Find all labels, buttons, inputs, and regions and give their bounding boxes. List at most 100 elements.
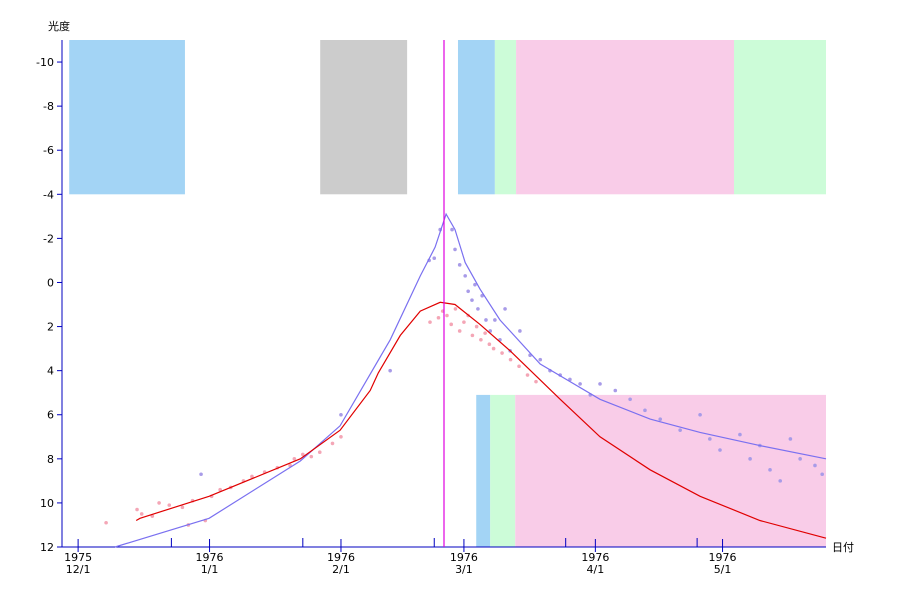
x-tick-label-line: 1976 [709,551,737,564]
observation-point [613,388,618,393]
x-tick-label-line: 1976 [327,551,355,564]
x-axis-label: 日付 [832,541,854,554]
observation-point [388,368,392,373]
observation-point [453,307,458,311]
observation-point [628,397,632,402]
observation-point [470,298,474,302]
x-tick-label: 1976 2/1 [327,551,355,576]
observation-point [798,457,802,461]
observation-point [578,382,582,386]
observation-point [813,463,817,468]
observation-point [508,357,513,362]
observation-point [708,437,712,441]
band [457,40,495,195]
observation-point [778,479,783,483]
x-tick-label-line: 1976 [450,551,478,564]
x-tick-label: 1976 5/1 [709,551,737,576]
observation-point [135,507,139,512]
observation-point [748,457,752,461]
observation-point [330,441,335,446]
observation-point [317,450,322,455]
observation-point [698,412,702,417]
observation-point [738,432,742,437]
y-tick-label: -4 [43,188,54,201]
observation-point [167,503,172,507]
y-tick-label: 10 [40,497,54,510]
y-tick-label: -10 [36,56,54,69]
observation-point [457,263,462,267]
observation-point [517,364,521,369]
observation-point [180,505,185,510]
band [515,394,826,547]
observation-point [450,227,454,232]
band [320,40,408,195]
x-tick-label-line: 2/1 [332,563,350,576]
observation-point [493,318,497,322]
observation-point [474,324,479,329]
observation-point [473,282,477,287]
observation-point [534,379,538,384]
observation-point [487,342,492,347]
observation-point [678,428,682,432]
observation-point [718,448,722,452]
observation-point [292,457,297,461]
x-tick-label-line: 1976 [196,551,224,564]
observation-point [503,307,507,311]
x-tick-label: 1976 4/1 [581,551,609,576]
band [733,40,826,195]
observation-point [462,320,466,324]
curve [114,212,827,548]
observation-point [309,454,314,459]
observation-point [788,437,793,441]
y-tick-label: -2 [43,232,54,245]
observation-point [643,408,647,413]
observation-point [484,318,488,322]
observation-point [432,256,437,261]
band [516,40,734,195]
observation-point [470,333,475,338]
x-tick-label: 1975 12/1 [64,551,92,576]
observation-point [538,357,543,362]
observation-point [445,313,449,318]
observation-point [339,412,343,417]
observation-point [500,351,504,355]
observation-point [428,320,432,324]
x-tick-label-line: 1976 [581,551,609,564]
x-tick-label: 1976 3/1 [450,551,478,576]
observation-point [301,452,305,457]
observation-point [483,331,487,335]
observation-point [449,322,454,327]
band [490,394,516,547]
y-tick-label: 12 [40,541,54,554]
observation-point [479,337,483,342]
band [476,394,491,547]
observation-point [491,346,496,351]
observation-point [768,468,772,472]
y-tick-label: -6 [43,144,54,157]
observation-point [104,520,108,525]
y-tick-label: -8 [43,100,54,113]
observation-point [339,434,343,439]
observation-point [463,274,467,278]
y-tick-label: 0 [47,276,54,289]
observation-point [598,382,602,386]
observation-point [820,472,824,477]
y-axis-label: 光度 [48,19,70,33]
observation-point [658,417,663,421]
x-tick-label-line: 5/1 [714,563,732,576]
observation-point [453,247,457,252]
observation-point [457,329,462,333]
observation-point [250,474,254,479]
x-tick-label: 1976 1/1 [196,551,224,576]
observation-point [466,289,470,294]
band [69,40,185,195]
y-tick-label: 6 [47,409,54,422]
y-tick-label: 4 [47,365,54,378]
observation-point [525,373,530,377]
x-tick-label-line: 1/1 [201,563,219,576]
observation-point [199,472,203,477]
observation-point [518,329,522,333]
observation-point [476,307,480,311]
y-tick-label: 2 [47,321,54,334]
